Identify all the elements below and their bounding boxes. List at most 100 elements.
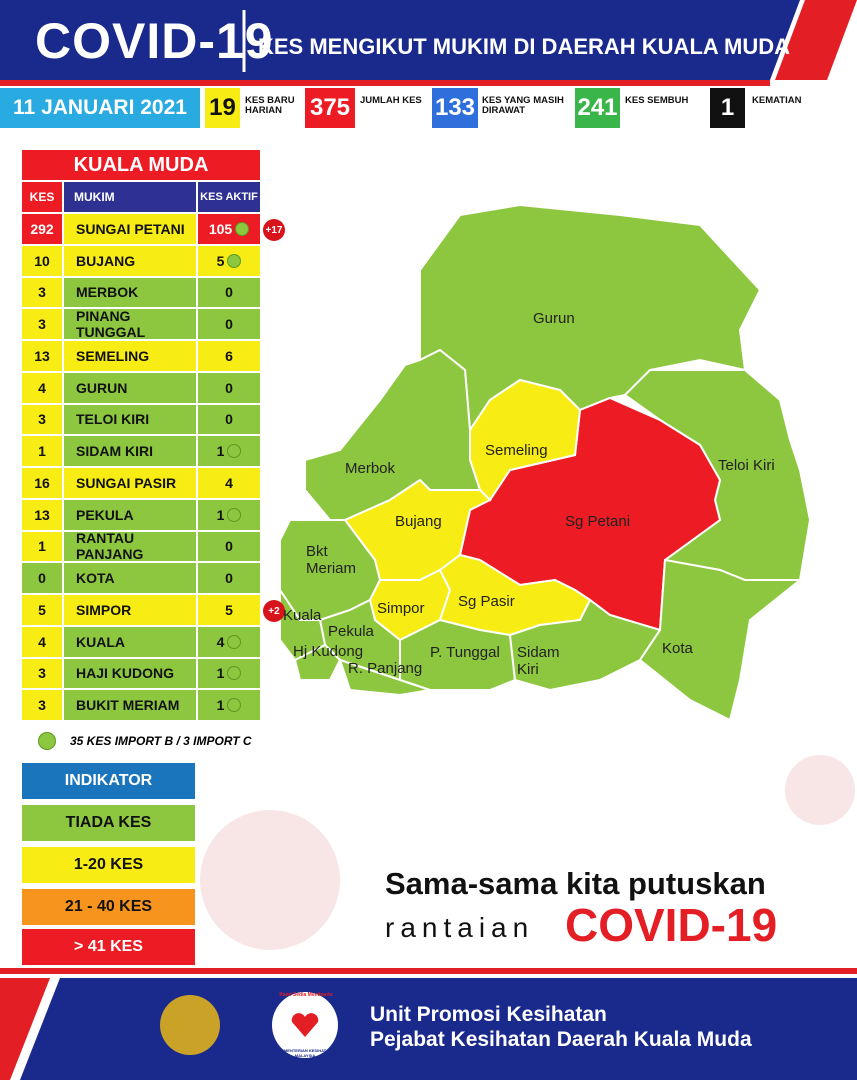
stat-label: KES SEMBUH: [625, 95, 689, 106]
kes-aktif: 0: [198, 563, 260, 595]
aktif-value: 6: [225, 347, 233, 364]
kes-aktif: 0: [198, 531, 260, 564]
kes-aktif: 1: [198, 658, 260, 691]
stat-value: 375: [305, 88, 355, 128]
mukim: BUJANG: [64, 245, 196, 278]
slogan-line1: Sama-sama kita putuskan: [385, 866, 766, 901]
region-label: Merbok: [345, 460, 396, 477]
import-dot: [38, 732, 56, 750]
legend-item: INDIKATOR: [22, 763, 195, 799]
kes-aktif: 6: [198, 341, 260, 373]
mukim: HAJI KUDONG: [64, 658, 196, 691]
mukim: BUKIT MERIAM: [64, 690, 196, 722]
stat-label: KEMATIAN: [752, 95, 802, 106]
mukim: SUNGAI PASIR: [64, 468, 196, 500]
kes: 4: [22, 626, 62, 659]
kes: 1: [22, 436, 62, 468]
kes-aktif: 4: [198, 468, 260, 500]
kes-aktif: 0: [198, 309, 260, 341]
kes: 3: [22, 309, 62, 341]
stat-value: 19: [205, 88, 240, 128]
kes: 3: [22, 277, 62, 310]
stat-label: KES YANG MASIH DIRAWAT: [482, 95, 564, 116]
region-label: Sg Pasir: [458, 593, 515, 610]
footer-band: [20, 978, 857, 1080]
kes: 292: [22, 214, 62, 246]
table-title: KUALA MUDA: [22, 150, 260, 180]
aktif-value: 1: [216, 697, 225, 714]
aktif-value: 0: [225, 570, 233, 587]
region: [638, 558, 803, 722]
aktif-value: 105: [208, 220, 233, 237]
region-label: Pekula: [328, 623, 374, 640]
stat-label: KES BARU HARIAN: [245, 95, 295, 116]
kes-aktif: 4: [198, 626, 260, 659]
virus-decoration: [200, 810, 340, 950]
kes: 13: [22, 499, 62, 532]
import-dot: [227, 666, 242, 681]
new-case-badge: +2: [263, 600, 285, 622]
stat-value: 133: [432, 88, 478, 128]
stat-value: 241: [575, 88, 620, 128]
aktif-value: 4: [225, 474, 233, 491]
kes-aktif: 1: [198, 690, 260, 722]
region-label: R. Panjang: [348, 660, 423, 677]
mukim: SIMPOR: [64, 595, 196, 627]
aktif-value: 0: [225, 284, 233, 301]
date: 11 JANUARI 2021: [0, 88, 200, 128]
footer-rule: [0, 968, 857, 974]
import-dot: [227, 634, 242, 649]
legend-item: TIADA KES: [22, 805, 195, 841]
mukim: MERBOK: [64, 277, 196, 310]
kes: 16: [22, 468, 62, 500]
kes: 3: [22, 404, 62, 437]
import-dot: [235, 221, 250, 236]
region-label: Kuala: [283, 607, 322, 624]
kes-aktif: 1: [198, 499, 260, 532]
legend-item: 21 - 40 KES: [22, 889, 195, 925]
aktif-value: 5: [216, 252, 225, 269]
subtitle: KES MENGIKUT MUKIM DI DAERAH KUALA MUDA: [258, 34, 791, 59]
legend-item: > 41 KES: [22, 929, 195, 965]
kes-aktif: 0: [198, 277, 260, 310]
virus-decoration: [785, 755, 855, 825]
region-label: Bujang: [395, 513, 442, 530]
slogan-line2: rantaian: [385, 912, 535, 943]
kes: 4: [22, 372, 62, 405]
region: [293, 643, 342, 681]
region-label: Sidam Kiri: [517, 644, 560, 678]
mukim: GURUN: [64, 372, 196, 405]
aktif-value: 5: [225, 601, 233, 618]
mukim: KOTA: [64, 563, 196, 595]
header-rule: [0, 80, 770, 86]
mukim: TELOI KIRI: [64, 404, 196, 437]
kes: 0: [22, 563, 62, 595]
column-header: KES: [22, 182, 62, 212]
kes-aktif: 1: [198, 436, 260, 468]
aktif-value: 1: [216, 506, 225, 523]
column-header: KES AKTIF: [198, 182, 260, 212]
logo-ministry: KEMENTERIAN KESIHATAN MALAYSIA: [278, 1048, 332, 1058]
stat-label: JUMLAH KES: [360, 95, 422, 106]
mukim: KUALA: [64, 626, 196, 659]
import-dot: [227, 444, 242, 459]
import-dot: [227, 507, 242, 522]
state-crest: [160, 995, 220, 1055]
aktif-value: 1: [216, 665, 225, 682]
mukim: SIDAM KIRI: [64, 436, 196, 468]
kes: 3: [22, 658, 62, 691]
heart-icon: [291, 1013, 319, 1037]
kes: 5: [22, 595, 62, 627]
header-band: [0, 0, 800, 80]
stat-value: 1: [710, 88, 745, 128]
kes-aktif: 0: [198, 372, 260, 405]
kes-aktif: 5: [198, 245, 260, 278]
note-text: 35 KES IMPORT B / 3 IMPORT C: [70, 734, 252, 748]
region: [338, 658, 431, 697]
title: COVID-19: [35, 13, 274, 69]
footer-stripe: [0, 978, 50, 1080]
region-label: Sg Petani: [565, 513, 631, 530]
import-dot: [227, 253, 242, 268]
new-case-badge: +17: [263, 219, 285, 241]
